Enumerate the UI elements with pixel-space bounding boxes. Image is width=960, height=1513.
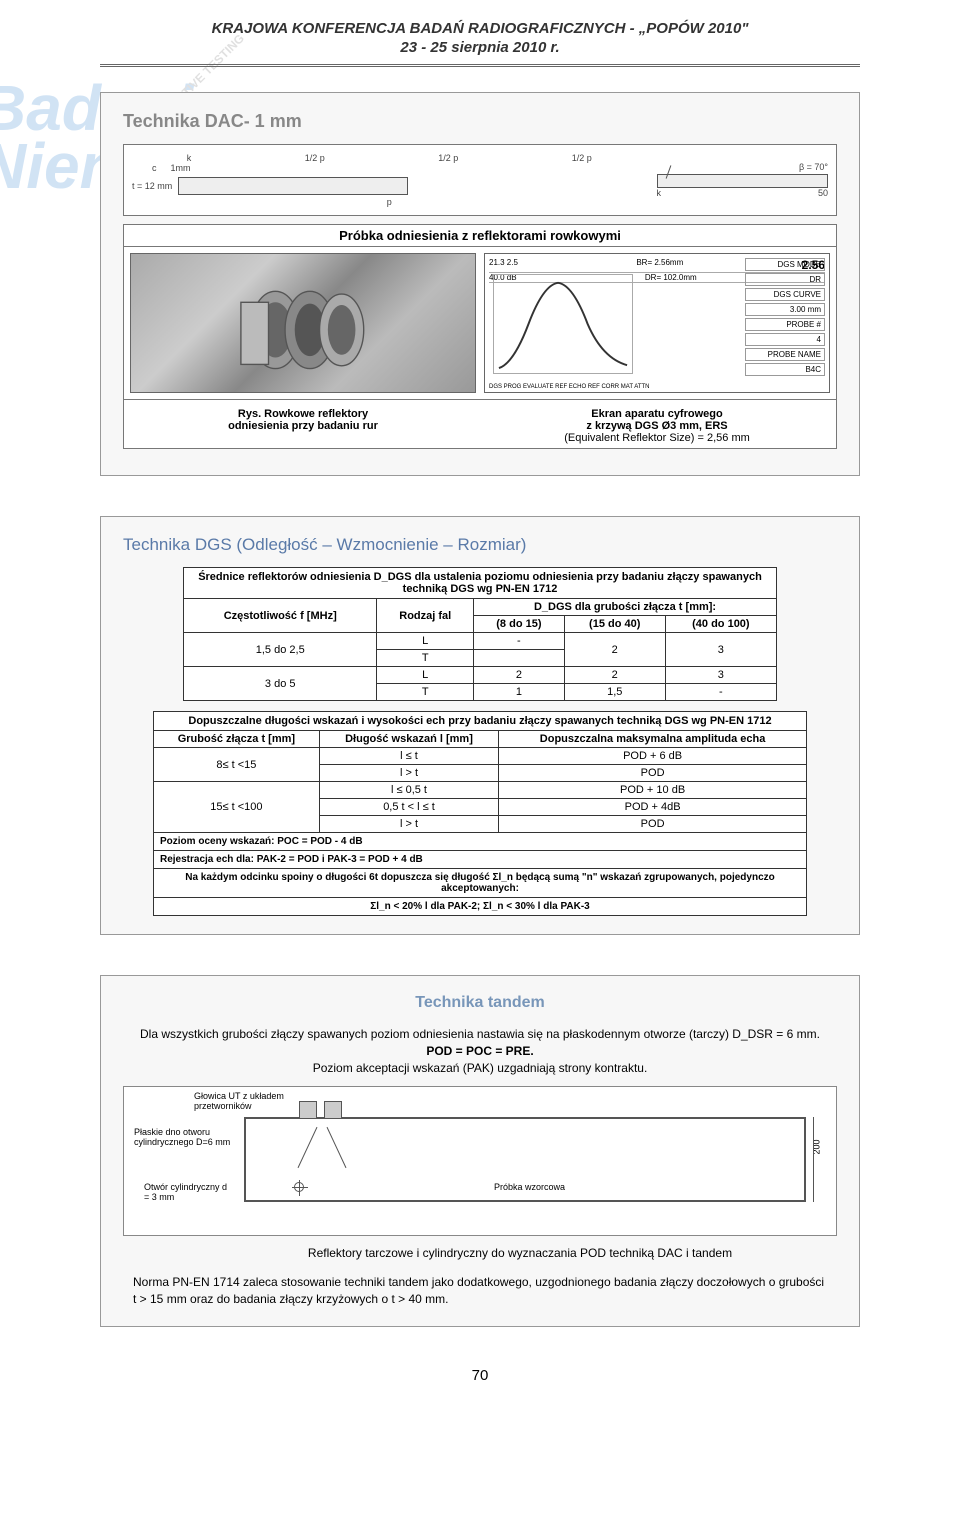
t1-r1-L: L — [377, 633, 474, 650]
sample-section: Próbka odniesienia z reflektorami rowkow… — [123, 224, 837, 449]
t2-foot4: Σl_n < 20% l dla PAK-2; Σl_n < 30% l dla… — [153, 898, 807, 916]
panel-dac-title: Technika DAC- 1 mm — [123, 111, 837, 132]
t2-r2c-l: l > t — [319, 816, 498, 833]
panel-tandem: Technika tandem Dla wszystkich grubości … — [100, 975, 860, 1327]
t1-r2-T-v2: 1,5 — [564, 684, 665, 701]
t1-r1-v2: 2 — [564, 633, 665, 667]
diag-l2: Płaskie dno otworu cylindrycznego D=6 mm — [134, 1127, 234, 1147]
draw-label-t12: t = 12 mm — [132, 181, 172, 191]
scope-probe-val: 4 — [745, 333, 825, 346]
scope-probe-label: PROBE # — [745, 318, 825, 331]
scope-bottom: DGS PROG EVALUATE REF ECHO REF CORR MAT … — [489, 384, 649, 390]
caption-left-1: Rys. Rowkowe reflektory — [238, 408, 368, 420]
table2-title: Dopuszczalne długości wskazań i wysokośc… — [153, 711, 807, 730]
t1-r2-T-v1: 1 — [474, 684, 565, 701]
sample-heading: Próbka odniesienia z reflektorami rowkow… — [124, 225, 836, 247]
reflector-caption: Reflektory tarczowe i cylindryczny do wy… — [243, 1246, 797, 1260]
draw-label-1mm: 1mm — [171, 163, 191, 173]
caption-right-1: Ekran aparatu cyfrowego — [591, 408, 722, 420]
t1-c1: (8 do 15) — [474, 616, 565, 633]
caption-right-2: z krzywą DGS Ø3 mm, ERS — [586, 420, 727, 432]
t1-r1-T: T — [377, 650, 474, 667]
table2: Grubość złącza t [mm] Długość wskazań l … — [153, 730, 807, 833]
draw-label-halfp1: 1/2 p — [305, 153, 325, 163]
t1-r1-v1: - — [474, 633, 565, 650]
t2-r2-t: 15≤ t <100 — [154, 782, 320, 833]
t2-foot1: Poziom oceny wskazań: POC = POD - 4 dB — [153, 833, 807, 851]
t2-h3: Dopuszczalna maksymalna amplituda echa — [499, 731, 807, 748]
t1-r2-L-v1: 2 — [474, 667, 565, 684]
scope-v1: 21.3 2.5 — [489, 258, 518, 272]
caption-left: Rys. Rowkowe reflektory odniesienia przy… — [130, 408, 476, 444]
scope-name-label: PROBE NAME — [745, 348, 825, 361]
scope-v3: BR= 2.56mm — [636, 258, 683, 272]
draw-label-c: c — [152, 163, 157, 173]
draw-label-beta: β = 70° — [657, 162, 829, 172]
t1-r2-freq: 3 do 5 — [184, 667, 377, 701]
header-title: KRAJOWA KONFERENCJA BADAŃ RADIOGRAFICZNY… — [100, 20, 860, 37]
t2-r1a-a: POD + 6 dB — [499, 748, 807, 765]
t1-r2-L-v2: 2 — [564, 667, 665, 684]
draw-label-p: p — [132, 197, 647, 207]
panel-dgs-title: Technika DGS (Odległość – Wzmocnienie – … — [123, 535, 837, 555]
table1: Częstotliwość f [MHz] Rodzaj fal D_DGS d… — [183, 598, 777, 701]
draw-label-halfp2: 1/2 p — [438, 153, 458, 163]
t2-r2b-a: POD + 4dB — [499, 799, 807, 816]
draw-label-halfp3: 1/2 p — [572, 153, 592, 163]
t1-c2: (15 do 40) — [564, 616, 665, 633]
t2-r1b-l: l > t — [319, 765, 498, 782]
t1-h3: D_DGS dla grubości złącza t [mm]: — [474, 599, 777, 616]
t1-c3: (40 do 100) — [665, 616, 776, 633]
table1-title: Średnice reflektorów odniesienia D_DGS d… — [183, 567, 777, 598]
tandem-p2: POD = POC = PRE. — [123, 1043, 837, 1060]
t2-h2: Długość wskazań l [mm] — [319, 731, 498, 748]
header-divider — [100, 64, 860, 67]
caption-right-3: (Equivalent Reflektor Size) = 2,56 mm — [564, 432, 750, 444]
technical-drawing: k 1/2 p 1/2 p 1/2 p c 1mm t = 12 mm p β … — [123, 144, 837, 216]
t2-r1a-l: l ≤ t — [319, 748, 498, 765]
t1-r1-v3: 3 — [665, 633, 776, 667]
draw-label-k2: k — [657, 188, 662, 198]
norm-text: Norma PN-EN 1714 zaleca stosowanie techn… — [123, 1274, 837, 1308]
t2-r1b-a: POD — [499, 765, 807, 782]
diag-l3: Otwór cylindryczny d = 3 mm — [144, 1182, 234, 1202]
t2-r2b-l: 0,5 t < l ≤ t — [319, 799, 498, 816]
t1-h1: Częstotliwość f [MHz] — [184, 599, 377, 633]
scope-mode: DGS MODE — [745, 258, 825, 271]
t2-foot3: Na każdym odcinku spoiny o długości 6t d… — [153, 869, 807, 898]
reflector-photo — [130, 253, 476, 393]
panel-dac: Technika DAC- 1 mm k 1/2 p 1/2 p 1/2 p c… — [100, 92, 860, 476]
caption-left-2: odniesienia przy badaniu rur — [228, 420, 378, 432]
page-number: 70 — [100, 1367, 860, 1384]
t1-r2-L: L — [377, 667, 474, 684]
tandem-diagram: Głowica UT z układem przetworników Płask… — [123, 1086, 837, 1236]
scope-name-val: B4C — [745, 363, 825, 376]
panel-dgs: Technika DGS (Odległość – Wzmocnienie – … — [100, 516, 860, 935]
scope-curve-val: 3.00 mm — [745, 303, 825, 316]
scope-screen: 21.3 2.5 BR= 2.56mm 2.56 40.0 dB DR= 102… — [484, 253, 830, 393]
t2-r2a-l: l ≤ 0,5 t — [319, 782, 498, 799]
scope-dr: DR — [745, 273, 825, 286]
t1-r2-T-v3: - — [665, 684, 776, 701]
t2-r2a-a: POD + 10 dB — [499, 782, 807, 799]
panel-tandem-title: Technika tandem — [123, 994, 837, 1012]
t2-r2c-a: POD — [499, 816, 807, 833]
t2-foot2: Rejestracja ech dla: PAK-2 = POD i PAK-3… — [153, 851, 807, 869]
tandem-p3: Poziom akceptacji wskazań (PAK) uzgadnia… — [123, 1060, 837, 1077]
tandem-p1: Dla wszystkich grubości złączy spawanych… — [123, 1026, 837, 1043]
t1-r2-T: T — [377, 684, 474, 701]
scope-curve-label: DGS CURVE — [745, 288, 825, 301]
t2-h1: Grubość złącza t [mm] — [154, 731, 320, 748]
draw-label-50: 50 — [818, 188, 828, 198]
t1-r1-freq: 1,5 do 2,5 — [184, 633, 377, 667]
t1-r2-L-v3: 3 — [665, 667, 776, 684]
diag-l1: Głowica UT z układem przetworników — [194, 1091, 284, 1111]
draw-label-k: k — [187, 153, 192, 163]
header-subtitle: 23 - 25 sierpnia 2010 r. — [100, 39, 860, 56]
t2-r1-t: 8≤ t <15 — [154, 748, 320, 782]
t1-h2: Rodzaj fal — [377, 599, 474, 633]
caption-right: Ekran aparatu cyfrowego z krzywą DGS Ø3 … — [484, 408, 830, 444]
scope-v4: DR= 102.0mm — [645, 273, 697, 282]
